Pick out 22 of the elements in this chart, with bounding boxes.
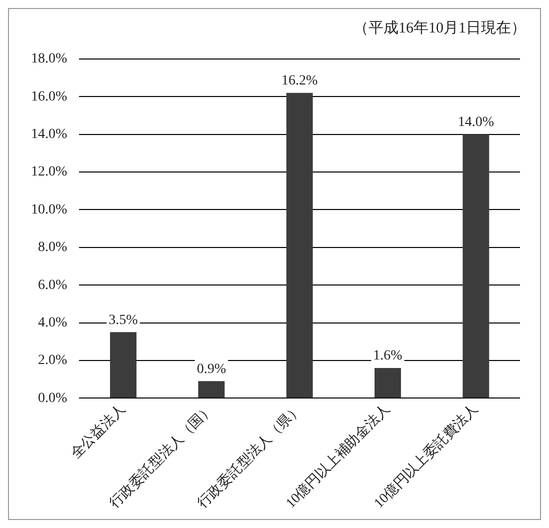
data-label: 16.2% — [281, 74, 318, 89]
bar — [198, 381, 225, 398]
x-tick-label: 全公益法人 — [68, 401, 129, 462]
y-tick-label: 12.0% — [30, 164, 68, 180]
data-label: 3.5% — [108, 312, 138, 328]
y-tick-label: 0.0% — [38, 390, 68, 406]
data-label: 14.0% — [458, 115, 494, 130]
bar — [374, 368, 401, 398]
data-label: 1.6% — [373, 348, 403, 364]
y-tick-label: 18.0% — [30, 52, 68, 67]
y-tick-label: 14.0% — [30, 127, 68, 142]
data-label: 0.9% — [196, 362, 226, 377]
y-tick-label: 4.0% — [38, 315, 68, 330]
bar — [286, 92, 313, 398]
bar — [110, 332, 136, 398]
y-tick-label: 6.0% — [38, 278, 68, 293]
text: （平成16年10月1日現在） — [354, 19, 526, 36]
bar — [462, 134, 490, 398]
y-tick-label: 10.0% — [30, 202, 68, 218]
y-tick-label: 16.0% — [30, 89, 68, 104]
y-tick-label: 8.0% — [38, 240, 68, 256]
y-tick-label: 2.0% — [38, 353, 68, 368]
